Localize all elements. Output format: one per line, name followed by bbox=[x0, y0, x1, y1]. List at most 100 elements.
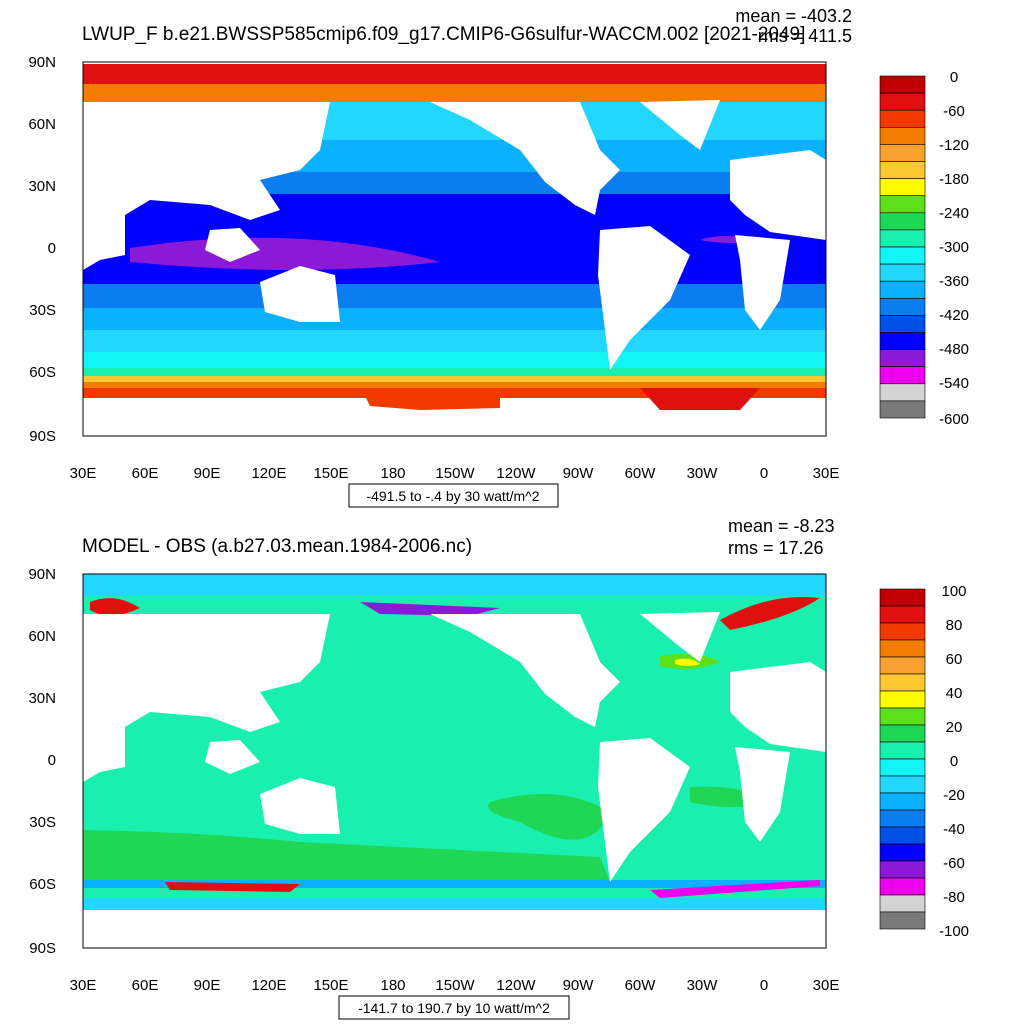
colorbar-label: 0 bbox=[950, 753, 958, 770]
y-tick-label: 60N bbox=[28, 628, 56, 645]
colorbar-label: -20 bbox=[943, 787, 965, 804]
colorbar-swatch bbox=[879, 229, 926, 248]
colorbar-swatch bbox=[879, 297, 926, 316]
colorbar-swatch bbox=[879, 263, 926, 282]
x-tick-label: 150E bbox=[313, 977, 348, 994]
colorbar bbox=[879, 588, 926, 930]
colorbar-swatch bbox=[879, 911, 926, 930]
colorbar-label: 80 bbox=[946, 617, 963, 634]
colorbar-label: -60 bbox=[943, 103, 965, 120]
tropical-band bbox=[83, 194, 826, 284]
colorbar-swatch bbox=[879, 144, 926, 162]
colorbar-swatch bbox=[879, 178, 926, 197]
y-tick-labels: 90N 60N 30N 0 30S 60S 90S bbox=[28, 54, 56, 445]
colorbar-label: 100 bbox=[941, 583, 966, 600]
x-tick-label: 180 bbox=[380, 465, 405, 482]
colorbar-swatch bbox=[879, 639, 926, 658]
colorbar-swatch bbox=[879, 195, 926, 214]
y-tick-label: 90N bbox=[28, 54, 56, 71]
rms-label: rms = 17.26 bbox=[728, 538, 824, 558]
y-tick-label: 0 bbox=[48, 752, 56, 769]
colorbar-label: -480 bbox=[939, 341, 969, 358]
x-tick-label: 120E bbox=[251, 465, 286, 482]
colorbar-label: -80 bbox=[943, 889, 965, 906]
colorbar-label: -100 bbox=[939, 923, 969, 940]
arctic-band bbox=[83, 62, 826, 84]
colorbar-swatch bbox=[879, 109, 926, 128]
x-tick-label: 30W bbox=[687, 977, 719, 994]
chart-title: MODEL - OBS (a.b27.03.mean.1984-2006.nc) bbox=[82, 536, 472, 557]
x-tick-label: 60E bbox=[132, 977, 159, 994]
x-tick-label: 30E bbox=[813, 977, 840, 994]
x-tick-label: 90E bbox=[194, 465, 221, 482]
y-tick-label: 30N bbox=[28, 178, 56, 195]
colorbar-swatch bbox=[879, 366, 926, 385]
y-tick-label: 30N bbox=[28, 690, 56, 707]
x-tick-label: 30E bbox=[813, 465, 840, 482]
colorbar-swatch bbox=[879, 690, 926, 709]
x-tick-label: 30W bbox=[687, 465, 719, 482]
x-tick-label: 90W bbox=[563, 977, 595, 994]
colorbar-swatch bbox=[879, 315, 926, 333]
y-tick-label: 90S bbox=[29, 940, 56, 957]
bottom-map-panel: MODEL - OBS (a.b27.03.mean.1984-2006.nc)… bbox=[0, 512, 1024, 1024]
colorbar-label: -300 bbox=[939, 239, 969, 256]
x-tick-label: 0 bbox=[760, 465, 768, 482]
colorbar-swatch bbox=[879, 758, 926, 777]
x-tick-label: 120W bbox=[496, 977, 536, 994]
x-tick-label: 120W bbox=[496, 465, 536, 482]
colorbar-swatch bbox=[879, 894, 926, 913]
colorbar-swatch bbox=[879, 332, 926, 350]
mean-label: mean = -403.2 bbox=[735, 6, 852, 26]
colorbar-swatch bbox=[879, 246, 926, 265]
colorbar-swatch bbox=[879, 75, 926, 94]
warm-anomaly bbox=[90, 598, 140, 616]
y-tick-label: 30S bbox=[29, 302, 56, 319]
colorbar-label: -240 bbox=[939, 205, 969, 222]
top-map-panel: LWUP_F b.e21.BWSSP585cmip6.f09_g17.CMIP6… bbox=[0, 0, 1024, 512]
colorbar-swatch bbox=[879, 92, 926, 111]
x-tick-label: 60W bbox=[625, 465, 657, 482]
rms-label: rms = 411.5 bbox=[758, 26, 852, 46]
y-tick-label: 60S bbox=[29, 364, 56, 381]
ocean-field bbox=[83, 62, 826, 436]
colorbar-labels: 100 80 60 40 20 0 -20 -40 -60 -80 -100 bbox=[939, 583, 969, 940]
colorbar-swatch bbox=[879, 792, 926, 811]
x-tick-label: 30E bbox=[70, 977, 97, 994]
chart-title: LWUP_F b.e21.BWSSP585cmip6.f09_g17.CMIP6… bbox=[82, 24, 805, 45]
colorbar-swatch bbox=[879, 622, 926, 641]
x-tick-labels: 30E 60E 90E 120E 150E 180 150W 120W 90W … bbox=[70, 977, 840, 994]
x-tick-labels: 30E 60E 90E 120E 150E 180 150W 120W 90W … bbox=[70, 465, 840, 482]
x-tick-label: 30E bbox=[70, 465, 97, 482]
colorbar-swatch bbox=[879, 877, 926, 896]
colorbar-label: 60 bbox=[946, 651, 963, 668]
colorbar-labels: 0 -60 -120 -180 -240 -300 -360 -420 -480… bbox=[939, 69, 969, 428]
colorbar-label: -120 bbox=[939, 137, 969, 154]
colorbar-swatch bbox=[879, 656, 926, 675]
colorbar-label: -60 bbox=[943, 855, 965, 872]
x-tick-label: 0 bbox=[760, 977, 768, 994]
x-tick-label: 60E bbox=[132, 465, 159, 482]
x-tick-label: 150W bbox=[435, 977, 475, 994]
y-tick-labels: 90N 60N 30N 0 30S 60S 90S bbox=[28, 566, 56, 957]
colorbar-swatch bbox=[879, 673, 926, 692]
colorbar bbox=[879, 75, 926, 419]
colorbar-swatch bbox=[879, 127, 926, 145]
x-tick-label: 150W bbox=[435, 465, 475, 482]
colorbar-label: -360 bbox=[939, 273, 969, 290]
top-map-svg: LWUP_F b.e21.BWSSP585cmip6.f09_g17.CMIP6… bbox=[28, 6, 969, 508]
colorbar-label: 40 bbox=[946, 685, 963, 702]
y-tick-label: 60S bbox=[29, 876, 56, 893]
colorbar-swatch bbox=[879, 212, 926, 231]
y-tick-label: 30S bbox=[29, 814, 56, 831]
colorbar-swatch bbox=[879, 349, 926, 368]
range-box bbox=[348, 483, 559, 508]
x-tick-label: 150E bbox=[313, 465, 348, 482]
colorbar-swatch bbox=[879, 400, 926, 419]
y-tick-label: 60N bbox=[28, 116, 56, 133]
colorbar-swatch bbox=[879, 605, 926, 624]
colorbar-label: -420 bbox=[939, 307, 969, 324]
colorbar-label: 0 bbox=[950, 69, 958, 86]
colorbar-swatch bbox=[879, 280, 926, 299]
colorbar-swatch bbox=[879, 775, 926, 794]
